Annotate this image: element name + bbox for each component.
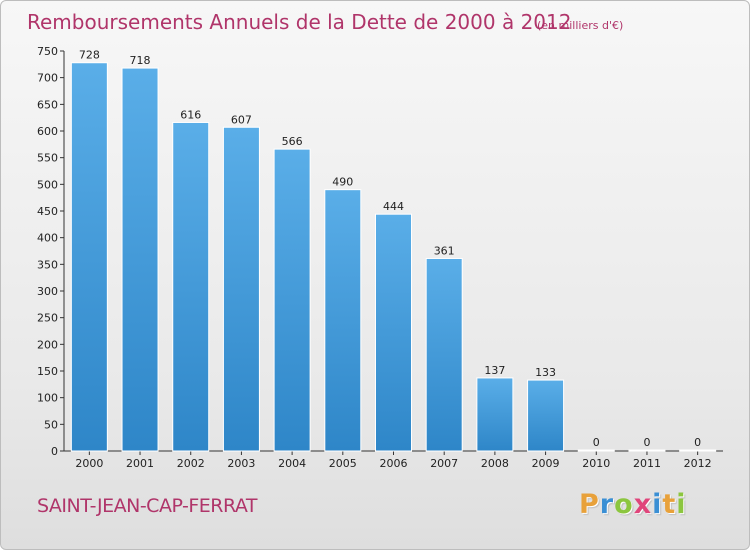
x-tick-label-2001: 2001 [126,457,154,470]
x-tick-label-2000: 2000 [75,457,103,470]
bar-2009 [527,379,565,452]
value-label-2011: 0 [643,436,650,449]
logo-letter: i [676,489,687,520]
bar-series: 728 718 616 607 566 490 444 361 137 133 0 0 0 [70,49,717,452]
bar-2000 [70,62,108,452]
value-label-2001: 718 [130,54,151,67]
logo-letter: t [662,489,677,520]
proxiti-logo[interactable]: Proxiti [579,489,687,520]
y-tick-label: 500 [37,178,58,191]
bar-2011 [628,449,666,452]
x-tick-label-2003: 2003 [227,457,255,470]
commune-name: SAINT-JEAN-CAP-FERRAT [37,495,258,517]
value-label-2009: 133 [535,366,556,379]
value-label-2007: 361 [434,244,455,257]
bar-2005 [324,189,362,452]
y-tick-label: 650 [37,98,58,111]
x-tick-label-2011: 2011 [633,457,661,470]
x-tick-label-2005: 2005 [329,457,357,470]
x-tick-label-2009: 2009 [532,457,560,470]
bar-2007 [425,257,463,452]
bar-2004 [273,148,311,452]
value-label-2003: 607 [231,113,252,126]
bar-2006 [375,213,412,452]
x-tick-label-2008: 2008 [481,457,509,470]
bar-2012 [679,449,717,452]
y-tick-label: 700 [37,72,58,85]
logo-letter: r [599,489,615,520]
value-label-2002: 616 [180,108,201,121]
logo-letter: x [633,489,653,520]
y-tick-label: 100 [37,392,58,405]
y-tick-label: 600 [37,125,58,138]
value-label-2012: 0 [694,436,701,449]
y-tick-label: 250 [37,312,58,325]
bar-2008 [476,377,514,452]
x-tick-label-2010: 2010 [582,457,610,470]
y-tick-label: 0 [51,445,58,458]
y-tick-label: 750 [37,45,58,58]
value-label-2008: 137 [484,364,505,377]
value-label-2006: 444 [383,200,404,213]
y-tick-label: 450 [37,205,58,218]
value-label-2004: 566 [282,135,303,148]
value-label-2000: 728 [79,49,100,62]
y-tick-label: 400 [37,232,58,245]
y-tick-label: 350 [37,258,58,271]
x-tick-label-2012: 2012 [684,457,712,470]
y-tick-label: 150 [37,365,58,378]
value-label-2010: 0 [593,436,600,449]
x-axis: 2000 2001 2002 2003 2004 2005 2006 2007 2008 2009… [64,450,723,470]
y-tick-label: 50 [44,418,58,431]
y-axis: 0 50 100 150 200 250 300 350 400 450 500 550 600 650 7… [37,45,65,458]
chart-title: Remboursements Annuels de la Dette de 20… [27,10,571,34]
x-tick-label-2004: 2004 [278,457,306,470]
bar-2003 [222,126,260,452]
logo-letter: i [652,489,663,520]
logo-letter: P [579,489,600,520]
x-tick-label-2007: 2007 [430,457,458,470]
y-tick-label: 300 [37,285,58,298]
y-tick-label: 550 [37,152,58,165]
chart-subtitle: (en milliers d'€) [537,19,623,32]
value-label-2005: 490 [332,176,353,189]
bar-2002 [172,121,210,452]
bar-2010 [577,449,615,452]
bar-2001 [121,67,159,452]
x-tick-label-2002: 2002 [177,457,205,470]
x-tick-label-2006: 2006 [380,457,408,470]
logo-letter: o [614,489,634,520]
y-tick-label: 200 [37,338,58,351]
